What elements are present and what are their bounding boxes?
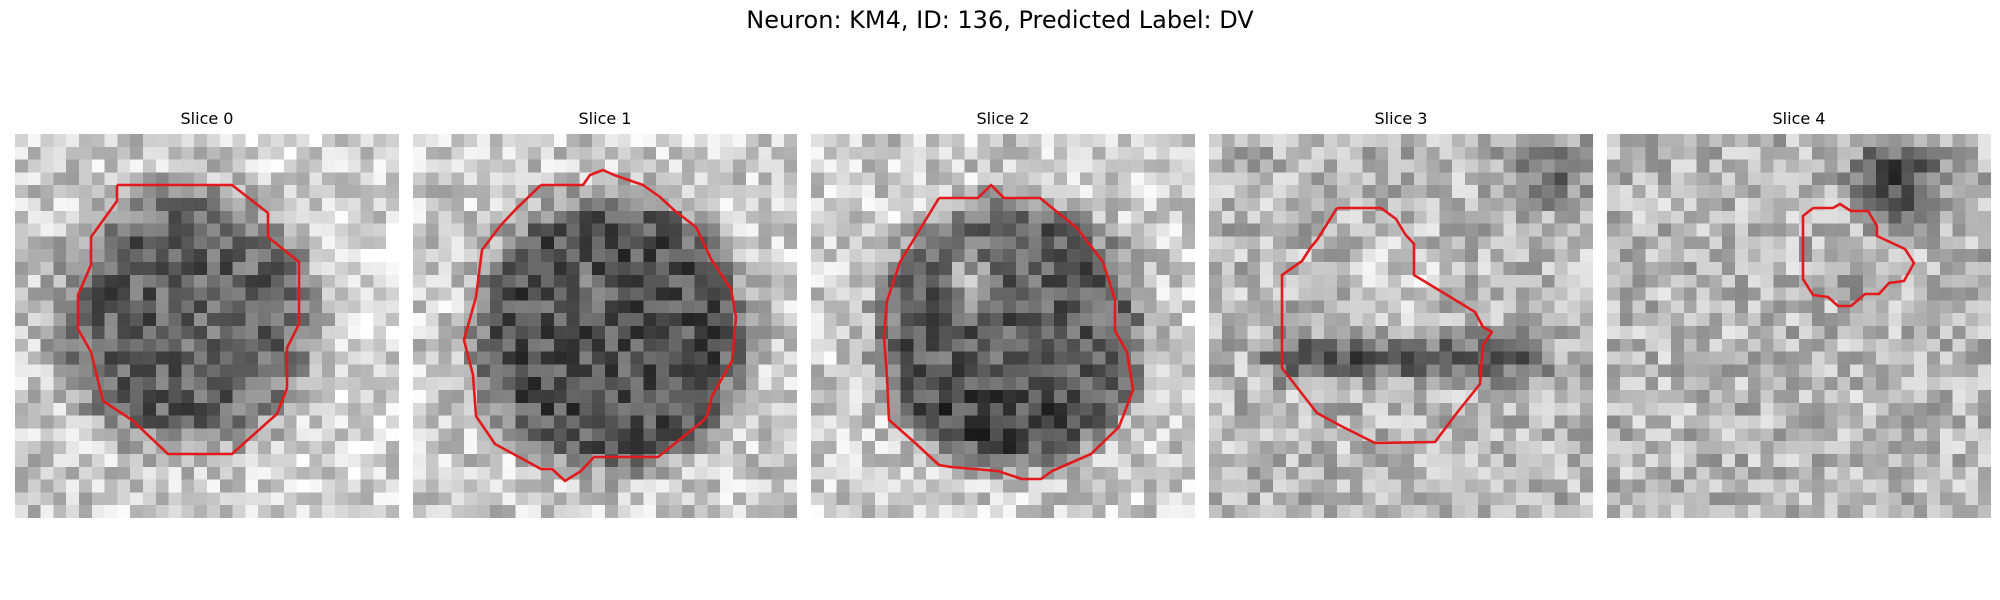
segmentation-contour: [1801, 202, 1916, 308]
slice-image-2: [811, 134, 1195, 518]
slice-image-4: [1607, 134, 1991, 518]
slice-title: Slice 4: [1772, 109, 1826, 128]
grayscale-patch: [1209, 134, 1593, 518]
slice-panel-0: Slice 0: [15, 108, 399, 518]
slice-title: Slice 2: [976, 109, 1030, 128]
slice-panel-2: Slice 2: [811, 108, 1195, 518]
grayscale-patch: [413, 134, 797, 518]
segmentation-contour: [76, 183, 301, 456]
slice-title: Slice 0: [180, 109, 234, 128]
slice-image-1: [413, 134, 797, 518]
slice-title: Slice 3: [1374, 109, 1428, 128]
slice-title: Slice 1: [578, 109, 632, 128]
slice-panel-1: Slice 1: [413, 108, 797, 518]
grayscale-patch: [1607, 134, 1991, 518]
figure-title: Neuron: KM4, ID: 136, Predicted Label: D…: [746, 6, 1254, 34]
slice-image-3: [1209, 134, 1593, 518]
segmentation-contour: [882, 183, 1135, 481]
segmentation-contour: [1280, 206, 1494, 445]
segmentation-contour: [462, 168, 738, 483]
slice-image-0: [15, 134, 399, 518]
slice-panel-4: Slice 4: [1607, 108, 1991, 518]
slice-panel-3: Slice 3: [1209, 108, 1593, 518]
